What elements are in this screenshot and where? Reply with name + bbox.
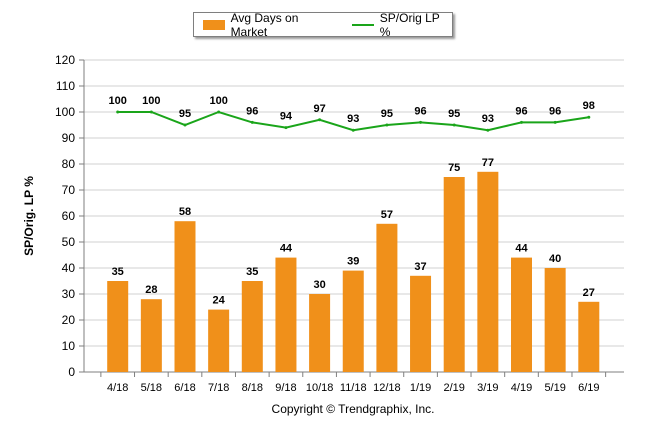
line-point (587, 115, 591, 119)
bar-value-label: 77 (482, 157, 494, 169)
y-tick-label: 0 (68, 365, 75, 379)
line-value-label: 96 (414, 105, 426, 117)
bar-value-label: 35 (246, 266, 258, 278)
x-tick-label: 9/18 (275, 382, 296, 394)
bar-value-label: 30 (313, 279, 325, 291)
bar-value-label: 24 (213, 295, 226, 307)
x-tick-label: 5/19 (544, 382, 565, 394)
bar-value-label: 57 (381, 209, 393, 221)
x-tick-label: 6/18 (174, 382, 195, 394)
line-value-label: 96 (246, 105, 258, 117)
y-axis-label: SP/Orig. LP % (22, 176, 36, 256)
line-value-label: 100 (209, 95, 227, 107)
bar (208, 309, 230, 372)
x-tick-label: 11/18 (340, 382, 367, 394)
bar (107, 281, 129, 372)
bar (511, 257, 532, 372)
y-tick-label: 60 (62, 209, 76, 223)
bar (410, 275, 432, 372)
y-tick-label: 40 (62, 261, 76, 275)
line-point (149, 110, 153, 114)
bar (443, 177, 465, 372)
bar-value-label: 39 (347, 256, 359, 268)
line-value-label: 100 (142, 95, 160, 107)
x-tick-label: 10/18 (306, 382, 334, 394)
bar-value-label: 27 (583, 287, 595, 299)
bar (578, 301, 600, 372)
legend-item-bar: Avg Days on Market (194, 11, 336, 39)
line-point (486, 128, 490, 132)
x-tick-label: 6/19 (578, 382, 599, 394)
bar (174, 221, 196, 372)
y-tick-label: 120 (55, 53, 75, 67)
x-tick-label: 7/18 (208, 382, 229, 394)
bar-value-label: 28 (145, 284, 157, 296)
x-tick-label: 5/18 (141, 382, 162, 394)
bar (477, 171, 499, 372)
bar-value-label: 44 (515, 243, 528, 255)
legend-label-bar: Avg Days on Market (230, 10, 299, 39)
legend-swatch-line (352, 23, 374, 26)
legend: Avg Days on Market SP/Orig LP % (193, 11, 453, 39)
y-tick-label: 50 (62, 235, 76, 249)
line-value-label: 95 (381, 108, 393, 120)
x-tick-label: 2/19 (443, 382, 464, 394)
legend-swatch-bar (203, 19, 225, 30)
y-tick-label: 100 (55, 105, 75, 119)
bar (376, 223, 398, 372)
line-point (318, 118, 322, 122)
bar-value-label: 35 (112, 266, 124, 278)
bar-value-label: 75 (448, 162, 460, 174)
bar (544, 268, 566, 372)
line-value-label: 98 (583, 100, 595, 112)
bar (241, 281, 263, 372)
y-tick-label: 20 (62, 313, 76, 327)
line-point (250, 120, 254, 124)
bar-value-label: 40 (549, 253, 561, 265)
line-point (553, 120, 557, 124)
line-point (116, 110, 120, 114)
line-value-label: 94 (280, 111, 293, 123)
x-tick-label: 1/19 (410, 382, 431, 394)
y-tick-label: 30 (62, 287, 76, 301)
line-point (452, 123, 456, 127)
line-value-label: 96 (549, 105, 561, 117)
bar (342, 270, 364, 372)
line-value-label: 95 (448, 108, 460, 120)
x-tick-label: 4/18 (107, 382, 128, 394)
line-point (217, 110, 221, 114)
x-tick-label: 12/18 (373, 382, 401, 394)
line-value-label: 93 (347, 113, 359, 125)
line-value-label: 97 (313, 103, 325, 115)
bar-value-label: 37 (414, 261, 426, 273)
bar (309, 294, 331, 372)
line-point (351, 128, 355, 132)
bar (140, 299, 162, 372)
line-point (183, 123, 187, 127)
line-value-label: 95 (179, 108, 191, 120)
y-tick-label: 70 (62, 183, 76, 197)
y-tick-label: 110 (56, 79, 75, 93)
line-value-label: 100 (109, 95, 127, 107)
line-point (284, 126, 288, 130)
bar-value-label: 58 (179, 206, 191, 218)
line-point (520, 120, 523, 124)
y-tick-label: 90 (62, 131, 76, 145)
x-tick-label: 4/19 (511, 382, 532, 394)
line-point (419, 120, 423, 124)
y-tick-label: 80 (62, 157, 76, 171)
copyright-text: Copyright © Trendgraphix, Inc. (271, 402, 435, 416)
legend-item-line: SP/Orig LP % (336, 11, 452, 39)
y-tick-label: 10 (62, 339, 76, 353)
bar (275, 257, 297, 372)
x-tick-label: 8/18 (242, 382, 263, 394)
line-point (385, 123, 389, 127)
line-value-label: 96 (515, 105, 527, 117)
legend-label-line: SP/Orig LP % (379, 10, 440, 39)
x-tick-label: 3/19 (477, 382, 498, 394)
bar-value-label: 44 (280, 243, 293, 255)
line-value-label: 93 (482, 113, 494, 125)
